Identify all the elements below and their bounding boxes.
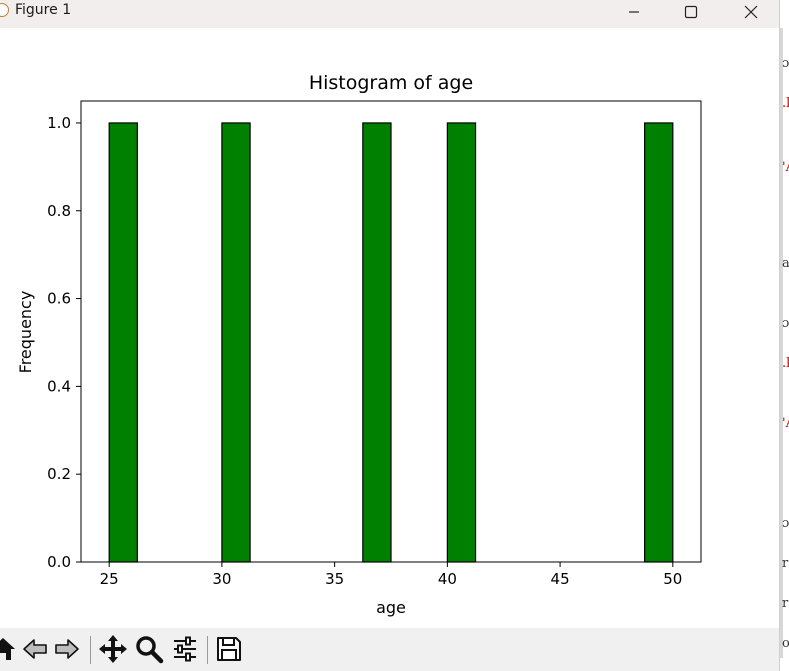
forward-icon xyxy=(55,639,79,659)
y-tick-label: 0.8 xyxy=(47,202,71,220)
home-button[interactable] xyxy=(0,632,20,666)
pan-icon xyxy=(99,635,127,663)
app-icon xyxy=(0,3,9,17)
toolbar-separator xyxy=(90,636,91,664)
histogram-bar-1 xyxy=(221,122,251,563)
minimize-button[interactable] xyxy=(611,0,657,24)
forward-button[interactable] xyxy=(50,632,84,666)
back-icon xyxy=(23,639,47,659)
close-icon xyxy=(744,5,758,19)
configure-subplots-button[interactable] xyxy=(168,632,202,666)
save-icon xyxy=(217,637,241,661)
histogram-chart: 25 30 35 40 45 50 0.0 0.2 0.4 0.6 0.8 1.0 Histogra… xyxy=(16,72,702,617)
close-button[interactable] xyxy=(728,0,774,24)
back-button[interactable] xyxy=(18,632,52,666)
x-tick-label: 30 xyxy=(212,570,231,588)
x-tick-label: 50 xyxy=(663,570,682,588)
histogram-bar-3 xyxy=(446,122,477,563)
x-axis-label: age xyxy=(376,598,406,617)
window-edge xyxy=(780,28,783,658)
y-tick-label: 0.6 xyxy=(47,290,71,308)
background-editor-strip: ɔy .l 'A at ɔy .l 'A ɔy r r or xyxy=(779,0,789,671)
maximize-button[interactable] xyxy=(668,0,714,24)
zoom-icon xyxy=(136,636,164,664)
toolbar-separator xyxy=(207,636,208,664)
editor-fragment: ɔy xyxy=(782,516,789,531)
y-axis-label: Frequency xyxy=(16,291,35,374)
editor-fragment: at xyxy=(782,256,789,271)
editor-fragment: ɔy xyxy=(782,56,789,71)
histogram-bar-2 xyxy=(362,122,392,563)
bars-group xyxy=(108,122,674,563)
editor-fragment: r xyxy=(782,596,789,611)
x-axis-ticks: 25 30 35 40 45 50 xyxy=(100,562,682,588)
editor-fragment: r xyxy=(782,556,789,571)
zoom-button[interactable] xyxy=(132,632,166,666)
save-button[interactable] xyxy=(212,632,246,666)
editor-fragment: .l xyxy=(782,356,789,371)
x-tick-label: 40 xyxy=(438,570,457,588)
y-tick-label: 0.2 xyxy=(47,465,71,483)
x-tick-label: 35 xyxy=(325,570,344,588)
editor-fragment: or xyxy=(782,636,789,651)
pan-button[interactable] xyxy=(96,632,130,666)
y-tick-label: 0.4 xyxy=(47,377,71,395)
x-tick-label: 25 xyxy=(100,570,119,588)
y-axis-ticks: 0.0 0.2 0.4 0.6 0.8 1.0 xyxy=(47,114,81,571)
y-tick-label: 1.0 xyxy=(47,114,71,132)
navigation-toolbar xyxy=(0,628,779,671)
minimize-icon xyxy=(629,11,639,13)
editor-fragment: 'A xyxy=(782,160,789,175)
y-tick-label: 0.0 xyxy=(47,553,71,571)
x-tick-label: 45 xyxy=(551,570,570,588)
maximize-icon xyxy=(684,5,698,19)
editor-fragment: ɔy xyxy=(782,316,789,331)
editor-fragment: 'A xyxy=(782,416,789,431)
histogram-bar-0 xyxy=(108,122,138,563)
figure-canvas: 25 30 35 40 45 50 0.0 0.2 0.4 0.6 0.8 1.0 Histogra… xyxy=(0,28,779,628)
window-title: Figure 1 xyxy=(15,2,72,18)
chart-title: Histogram of age xyxy=(309,72,473,94)
configure-subplots-icon xyxy=(174,636,196,662)
editor-fragment: .l xyxy=(782,96,789,111)
home-icon xyxy=(0,638,15,660)
histogram-bar-4 xyxy=(644,122,674,563)
title-bar: Figure 1 xyxy=(0,0,779,28)
